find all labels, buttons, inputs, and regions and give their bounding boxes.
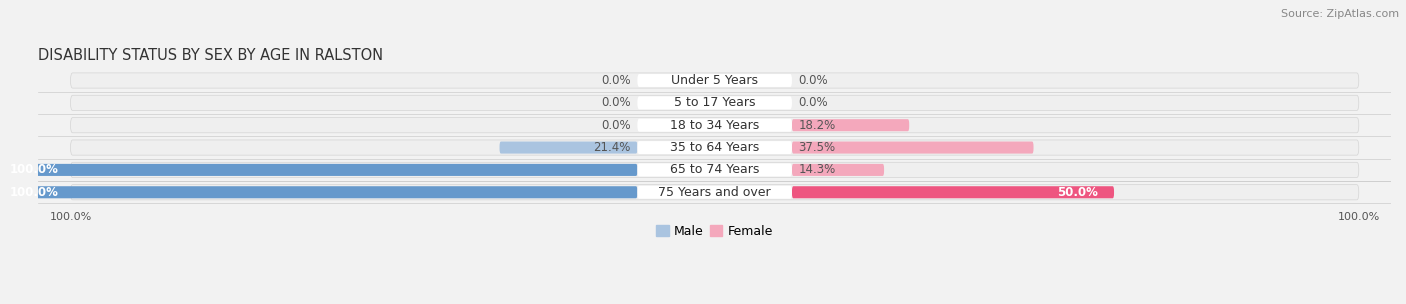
- Text: 14.3%: 14.3%: [799, 164, 835, 176]
- FancyBboxPatch shape: [637, 141, 792, 154]
- FancyBboxPatch shape: [70, 185, 1358, 200]
- FancyBboxPatch shape: [70, 73, 1358, 88]
- Text: Source: ZipAtlas.com: Source: ZipAtlas.com: [1281, 9, 1399, 19]
- FancyBboxPatch shape: [70, 118, 1358, 133]
- Text: 5 to 17 Years: 5 to 17 Years: [673, 96, 755, 109]
- Text: 35 to 64 Years: 35 to 64 Years: [671, 141, 759, 154]
- FancyBboxPatch shape: [792, 186, 1114, 198]
- Text: 100.0%: 100.0%: [10, 164, 58, 176]
- FancyBboxPatch shape: [792, 164, 884, 176]
- FancyBboxPatch shape: [0, 186, 637, 198]
- FancyBboxPatch shape: [792, 119, 910, 131]
- Legend: Male, Female: Male, Female: [651, 220, 778, 243]
- FancyBboxPatch shape: [70, 95, 1358, 110]
- FancyBboxPatch shape: [637, 74, 792, 87]
- FancyBboxPatch shape: [637, 119, 792, 132]
- Text: 18 to 34 Years: 18 to 34 Years: [671, 119, 759, 132]
- Text: 0.0%: 0.0%: [799, 96, 828, 109]
- FancyBboxPatch shape: [792, 142, 1033, 154]
- FancyBboxPatch shape: [70, 162, 1358, 178]
- Text: 100.0%: 100.0%: [10, 186, 58, 199]
- Text: 21.4%: 21.4%: [593, 141, 631, 154]
- Text: 37.5%: 37.5%: [799, 141, 835, 154]
- Text: 0.0%: 0.0%: [799, 74, 828, 87]
- Text: 0.0%: 0.0%: [602, 119, 631, 132]
- Text: 0.0%: 0.0%: [602, 96, 631, 109]
- FancyBboxPatch shape: [499, 142, 637, 154]
- Text: Under 5 Years: Under 5 Years: [671, 74, 758, 87]
- Text: 75 Years and over: 75 Years and over: [658, 186, 770, 199]
- FancyBboxPatch shape: [637, 186, 792, 199]
- FancyBboxPatch shape: [0, 164, 637, 176]
- Text: 65 to 74 Years: 65 to 74 Years: [671, 164, 759, 176]
- Text: DISABILITY STATUS BY SEX BY AGE IN RALSTON: DISABILITY STATUS BY SEX BY AGE IN RALST…: [38, 48, 384, 63]
- Text: 0.0%: 0.0%: [602, 74, 631, 87]
- FancyBboxPatch shape: [637, 164, 792, 176]
- FancyBboxPatch shape: [70, 140, 1358, 155]
- Text: 50.0%: 50.0%: [1057, 186, 1098, 199]
- Text: 18.2%: 18.2%: [799, 119, 835, 132]
- FancyBboxPatch shape: [637, 96, 792, 109]
